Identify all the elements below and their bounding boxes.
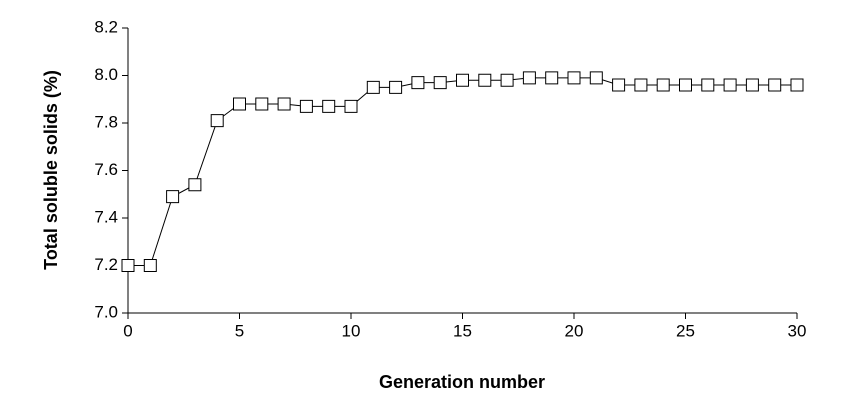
data-point	[344, 99, 358, 113]
y-axis-title: Total soluble solids (%)	[41, 70, 61, 270]
data-point	[723, 78, 737, 92]
data-point	[745, 78, 759, 92]
data-point	[500, 73, 514, 87]
data-point	[679, 78, 692, 92]
data-point	[389, 80, 403, 94]
data-point	[210, 114, 224, 128]
data-point	[656, 78, 670, 92]
data-line	[128, 77, 797, 266]
y-tick-label: 7.4	[94, 207, 118, 226]
data-point	[768, 78, 782, 92]
x-tick-label: 30	[788, 321, 807, 340]
data-point	[299, 99, 313, 113]
data-point	[433, 76, 447, 90]
y-tick-label: 7.2	[94, 255, 118, 274]
data-point	[612, 78, 626, 92]
data-point	[478, 73, 492, 87]
data-point	[121, 259, 135, 272]
data-point	[522, 71, 536, 85]
data-point	[233, 97, 246, 111]
data-point	[411, 76, 425, 90]
x-tick-label: 5	[235, 321, 244, 340]
data-point	[589, 71, 603, 85]
data-point	[166, 190, 180, 204]
y-tick-label: 8.2	[94, 17, 118, 36]
data-point	[322, 99, 336, 113]
data-point	[701, 78, 715, 92]
data-point	[277, 97, 291, 111]
x-tick-label: 10	[342, 321, 361, 340]
data-point	[545, 71, 559, 85]
x-tick-label: 20	[565, 321, 584, 340]
data-point	[255, 97, 269, 111]
y-tick-label: 8.0	[94, 65, 118, 84]
y-tick-label: 7.6	[94, 160, 118, 179]
data-point	[567, 71, 581, 85]
x-tick-label: 15	[453, 321, 472, 340]
x-axis-title: Generation number	[379, 372, 545, 392]
x-tick-label: 25	[676, 321, 695, 340]
data-point	[456, 73, 469, 87]
y-tick-label: 7.0	[94, 302, 118, 321]
data-point	[790, 78, 804, 92]
data-point	[188, 178, 202, 192]
data-point	[366, 80, 380, 94]
x-tick-label: 0	[123, 321, 132, 340]
data-point	[143, 259, 157, 272]
y-tick-label: 7.8	[94, 112, 118, 131]
data-point	[634, 78, 648, 92]
